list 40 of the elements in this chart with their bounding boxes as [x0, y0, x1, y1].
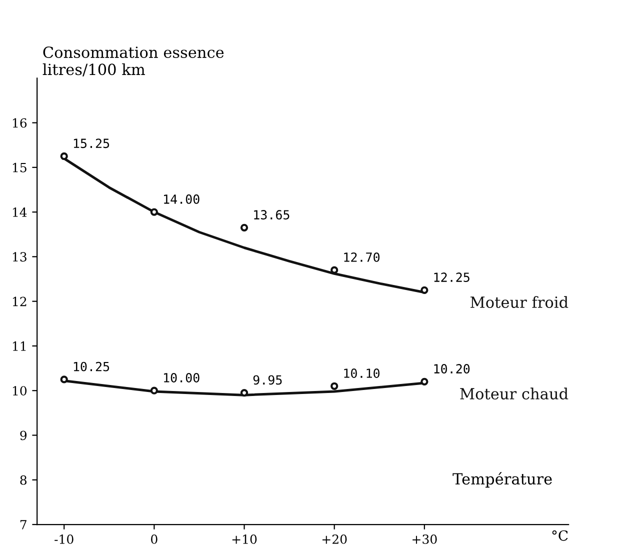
point [330, 266, 338, 274]
y-tick-label: 12 [12, 296, 26, 306]
x-tick-label: 0 [151, 534, 158, 544]
point [420, 378, 428, 386]
y-axis-title: Consommation essence litres/100 km [42, 46, 224, 76]
x-axis-title: °C [552, 530, 568, 541]
annotation: Température [452, 472, 552, 488]
y-tick-label: 13 [12, 252, 26, 262]
point [330, 382, 338, 390]
data-label: 15.25 [74, 138, 110, 148]
data-label: 12.70 [344, 252, 380, 262]
x-tick-label: +20 [322, 534, 347, 544]
y-tick-label: 14 [12, 208, 27, 217]
point [150, 208, 158, 216]
point [150, 386, 158, 394]
x-tick-label: +10 [232, 534, 257, 544]
text: Moteur chaud [460, 388, 568, 400]
point [240, 389, 248, 397]
y-tick-label: 9 [20, 430, 27, 440]
point [60, 376, 68, 384]
data-label: 12.25 [434, 272, 470, 282]
data-label: 10.10 [344, 368, 380, 378]
x-tick-label: -10 [54, 534, 74, 544]
data-label: 10.25 [74, 362, 110, 372]
y-tick-label: 11 [12, 341, 26, 351]
point [60, 152, 68, 160]
y-tick-label: 10 [12, 386, 27, 396]
data-label: 10.20 [434, 364, 470, 374]
point [240, 224, 248, 232]
point [420, 286, 428, 294]
y-tick-label: 16 [12, 118, 27, 128]
y-tick-label: 8 [20, 475, 27, 485]
y-tick-label: 7 [20, 520, 26, 530]
data-label: 14.00 [164, 194, 200, 204]
data-label: 10.00 [164, 372, 200, 382]
data-label: 9.95 [253, 375, 282, 385]
text: Moteur froid [470, 296, 568, 308]
data-label: 13.65 [254, 210, 290, 220]
x-tick-label: +30 [412, 534, 437, 544]
y-tick-label: 15 [12, 162, 26, 172]
